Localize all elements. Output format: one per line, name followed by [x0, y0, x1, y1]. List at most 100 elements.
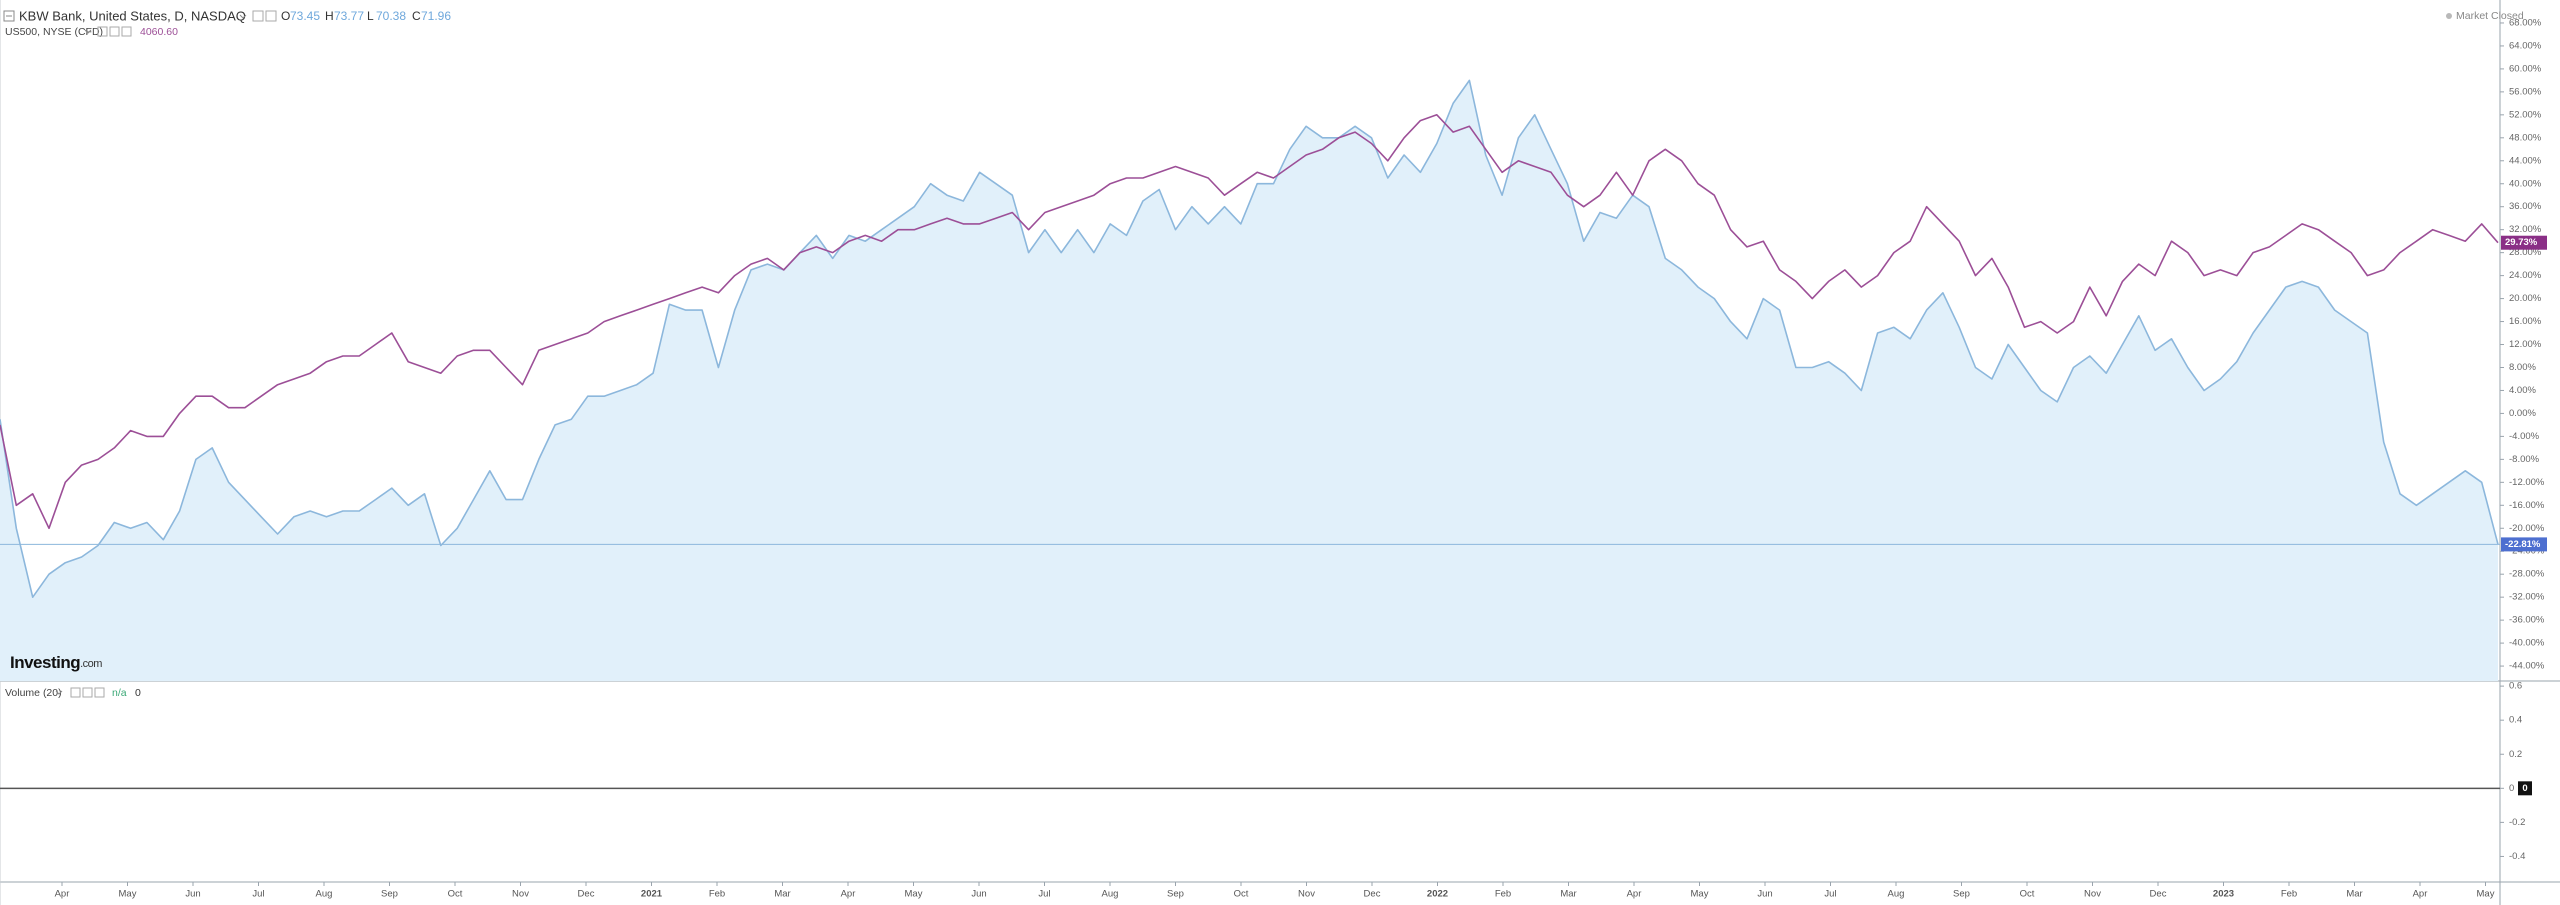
series-line	[0, 114, 2499, 530]
hide-icon[interactable]	[82, 687, 93, 698]
volume-value: 0	[135, 687, 141, 699]
y-tick-label: 44.00%	[2509, 155, 2542, 166]
compare-series-name: US500, NYSE (CFD)	[5, 26, 103, 38]
x-tick-label: Feb	[2281, 889, 2297, 900]
x-tick-label: Dec	[578, 889, 595, 900]
y-tick-label: 8.00%	[2509, 362, 2536, 373]
y-tick-label: -28.00%	[2509, 569, 2545, 580]
remove-icon[interactable]	[94, 687, 105, 698]
x-tick-label: Sep	[1953, 889, 1970, 900]
ohlc-value: 71.96	[421, 9, 451, 23]
ohlc-value: 70.38	[376, 9, 406, 23]
ohlc-key: L	[367, 9, 374, 23]
x-tick-label: Jun	[185, 889, 200, 900]
last-value-label: -22.81%	[2505, 539, 2541, 550]
last-value-box	[2501, 537, 2547, 552]
y-tick-label: 0.2	[2509, 749, 2522, 760]
ohlc-value: 73.45	[290, 9, 320, 23]
market-status: Market Closed	[2456, 10, 2524, 22]
market-status-dot	[2446, 13, 2452, 19]
hide-icon[interactable]	[265, 10, 277, 22]
last-value-label: 29.73%	[2505, 237, 2538, 248]
y-tick-label: -8.00%	[2509, 454, 2540, 465]
y-tick-label: 56.00%	[2509, 86, 2542, 97]
y-tick-label: 0.4	[2509, 715, 2522, 726]
logo-suffix: .com	[80, 658, 102, 670]
x-tick-label: 2021	[641, 889, 663, 900]
dropdown-icon[interactable]	[239, 14, 247, 19]
x-tick-label: Apr	[2413, 889, 2428, 900]
y-tick-label: 24.00%	[2509, 270, 2542, 281]
series-area	[0, 80, 2498, 681]
y-tick-label: 16.00%	[2509, 316, 2542, 327]
settings-icon[interactable]	[97, 26, 108, 37]
x-tick-label: 2022	[1427, 889, 1448, 900]
x-tick-label: Aug	[1888, 889, 1905, 900]
y-tick-label: 68.00%	[2509, 17, 2542, 28]
x-tick-label: Mar	[1560, 889, 1576, 900]
x-tick-label: Sep	[1167, 889, 1184, 900]
x-tick-label: Oct	[448, 889, 463, 900]
last-value-box	[2501, 235, 2547, 250]
x-tick-label: Aug	[1102, 889, 1119, 900]
y-tick-label: -4.00%	[2509, 431, 2540, 442]
x-tick-label: Jun	[1757, 889, 1772, 900]
x-tick-label: Oct	[2020, 889, 2035, 900]
x-tick-label: Aug	[316, 889, 333, 900]
x-tick-label: May	[1691, 889, 1709, 900]
collapse-icon[interactable]	[3, 10, 15, 22]
y-tick-label: -32.00%	[2509, 592, 2545, 603]
y-tick-label: -44.00%	[2509, 661, 2545, 672]
x-tick-label: May	[2477, 889, 2495, 900]
x-tick-label: Feb	[1495, 889, 1511, 900]
x-tick-label: Oct	[1234, 889, 1249, 900]
ohlc-key: H	[325, 9, 334, 23]
y-tick-label: -40.00%	[2509, 638, 2545, 649]
x-tick-label: Nov	[512, 889, 529, 900]
main-series-name: KBW Bank, United States, D, NASDAQ	[19, 8, 246, 23]
x-tick-label: May	[905, 889, 923, 900]
volume-value-box	[2518, 781, 2532, 796]
y-tick-label: 0	[2509, 783, 2514, 794]
y-tick-label: 60.00%	[2509, 63, 2542, 74]
y-tick-label: 48.00%	[2509, 132, 2542, 143]
x-tick-label: Sep	[381, 889, 398, 900]
y-tick-label: 32.00%	[2509, 224, 2542, 235]
x-tick-label: Jul	[252, 889, 264, 900]
y-tick-label: -20.00%	[2509, 523, 2545, 534]
y-tick-label: 52.00%	[2509, 109, 2542, 120]
x-tick-label: Dec	[2150, 889, 2167, 900]
volume-value-label: n/a	[112, 687, 127, 699]
y-tick-label: 12.00%	[2509, 339, 2542, 350]
x-tick-label: 2023	[2213, 889, 2234, 900]
ohlc-key: C	[412, 9, 421, 23]
y-tick-label: 20.00%	[2509, 293, 2542, 304]
ohlc-legend: O 73.45 H 73.77 L 70.38 C 71.96	[281, 9, 451, 23]
logo-main: Investing	[10, 653, 80, 672]
y-tick-label: 64.00%	[2509, 40, 2542, 51]
compare-price: 4060.60	[140, 26, 178, 38]
hide-icon[interactable]	[109, 26, 120, 37]
volume-value-axis-label: 0	[2522, 783, 2527, 794]
x-tick-label: Jul	[1038, 889, 1050, 900]
dropdown-icon[interactable]	[55, 690, 63, 695]
y-tick-label: -0.4	[2509, 851, 2525, 862]
x-tick-label: May	[119, 889, 137, 900]
x-tick-label: Nov	[2084, 889, 2101, 900]
settings-icon[interactable]	[70, 687, 81, 698]
y-tick-label: -36.00%	[2509, 615, 2545, 626]
x-tick-label: Jun	[971, 889, 986, 900]
x-tick-label: Feb	[709, 889, 725, 900]
y-tick-label: -12.00%	[2509, 477, 2545, 488]
x-tick-label: Dec	[1364, 889, 1381, 900]
dropdown-icon[interactable]	[84, 29, 92, 34]
settings-icon[interactable]	[252, 10, 264, 22]
y-tick-label: 40.00%	[2509, 178, 2542, 189]
remove-icon[interactable]	[121, 26, 132, 37]
volume-title: Volume (20)	[5, 687, 62, 699]
series-line	[0, 79, 2499, 598]
x-tick-label: Mar	[2346, 889, 2362, 900]
y-tick-label: 28.00%	[2509, 247, 2542, 258]
y-tick-label: -0.2	[2509, 817, 2525, 828]
